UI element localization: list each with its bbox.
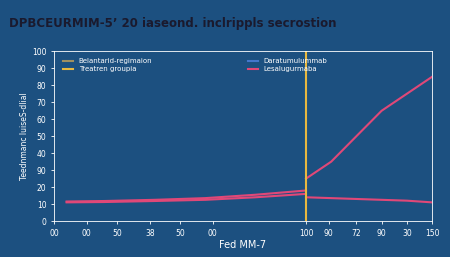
Y-axis label: Teednmanc luiseS-dlial: Teednmanc luiseS-dlial [20, 92, 29, 180]
Legend: Daratumulummab, Lesalugurmaba: Daratumulummab, Lesalugurmaba [247, 57, 329, 74]
X-axis label: Fed MM-7: Fed MM-7 [220, 241, 266, 250]
Text: DPBCEURMIM-5’ 20 iaseond. inclrippls secrostion: DPBCEURMIM-5’ 20 iaseond. inclrippls sec… [9, 17, 337, 30]
